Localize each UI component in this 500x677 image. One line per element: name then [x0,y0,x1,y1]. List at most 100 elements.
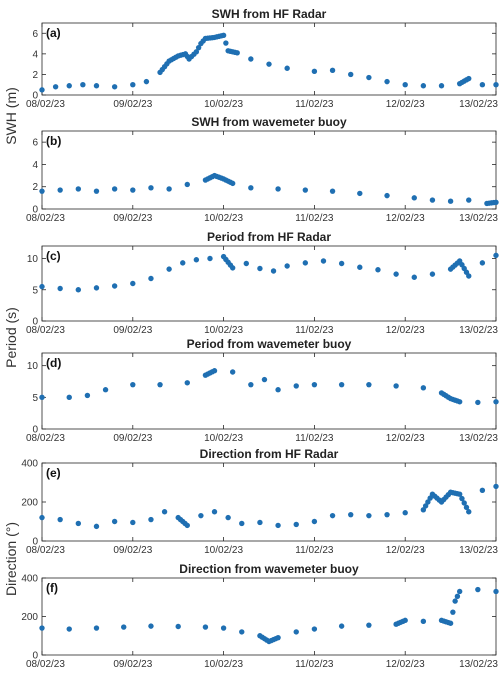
y-tick-label: 10 [27,361,39,372]
data-point [393,383,399,389]
panel-label: (d) [46,356,61,370]
y-tick-label: 0 [32,425,38,436]
data-point [320,258,327,264]
data-point [466,273,472,279]
data-point [463,504,470,511]
panel-label: (b) [46,134,61,148]
data-point [80,82,86,88]
data-point [456,491,463,497]
data-point [375,267,381,273]
data-point [66,394,72,401]
data-point [466,197,472,203]
x-tick-label: 12/02/23 [386,99,425,110]
data-point [52,84,59,90]
x-tick-label: 09/02/23 [113,325,152,336]
data-point [275,522,281,529]
data-point [420,83,427,89]
x-tick-label: 10/02/23 [204,99,243,110]
x-tick-label: 11/02/23 [295,325,334,336]
data-point [148,516,154,523]
data-point [39,514,45,521]
data-point [130,187,136,193]
y-tick-label: 4 [32,49,38,60]
x-tick-label: 09/02/23 [113,433,152,444]
data-point [75,186,82,192]
data-point [311,626,318,632]
data-point [161,509,168,515]
x-tick-label: 08/02/23 [26,545,65,556]
x-tick-label: 11/02/23 [295,99,334,110]
data-point [456,399,463,405]
data-point [239,520,245,527]
data-point [429,271,436,277]
data-point [357,190,363,197]
chart-title: Direction from HF Radar [200,447,339,461]
chart-panel-6: Direction from wavemeter buoy (f) 08/02/23… [21,562,499,670]
x-tick-label: 08/02/23 [26,433,65,444]
data-point [384,511,390,518]
data-point [284,65,290,71]
data-point [207,255,213,262]
x-tick-label: 08/02/23 [26,659,65,670]
y-tick-label: 0 [32,205,38,216]
data-points [39,368,499,406]
data-point [348,71,354,78]
data-points [39,32,499,93]
data-point [220,625,227,631]
plot-frame [41,352,497,430]
data-point [93,625,100,631]
data-point [166,266,172,272]
chart-panel-5: Direction from HF Radar (e) 08/02/23 09/02/… [21,447,499,556]
data-point [148,275,154,282]
data-point [248,381,254,388]
data-point [229,369,236,375]
data-point [111,84,118,90]
data-point [461,500,467,506]
x-tick-label: 10/02/23 [204,545,243,556]
data-point [225,514,231,521]
data-point [293,629,299,635]
y-tick-label: 0 [32,317,38,328]
x-tick-label: 13/02/23 [459,325,498,336]
panel-label: (c) [46,249,61,263]
data-point [148,185,154,191]
data-point [93,83,100,89]
data-point [39,188,45,194]
panel-label: (f) [46,581,58,595]
data-point [39,394,45,401]
data-point [223,40,229,46]
data-point [466,509,472,515]
data-point [366,74,372,81]
chart-panel-1: SWH from HF Radar (a) 08/02/23 09/02/23 10/0… [26,7,499,110]
x-tick-label: 13/02/23 [459,99,498,110]
data-point [243,260,249,267]
data-point [366,622,372,628]
data-point [427,495,433,501]
data-point [111,518,118,525]
data-point [493,483,499,490]
data-point [475,586,481,593]
data-points [39,483,499,530]
x-tick-label: 11/02/23 [295,659,334,670]
data-point [93,285,100,291]
data-point [447,620,454,626]
data-point [202,624,209,630]
data-point [402,82,408,88]
data-point [402,510,408,516]
y-axis-label: Direction (°) [3,522,19,596]
data-point [130,381,136,388]
data-point [102,387,109,393]
plot-frame [41,22,497,96]
chart-title: Direction from wavemeter buoy [179,562,359,576]
data-point [338,381,345,388]
data-point [420,507,427,513]
x-tick-label: 08/02/23 [26,99,65,110]
data-point [143,78,150,85]
x-tick-label: 09/02/23 [113,213,152,224]
data-point [175,623,181,630]
x-tick-label: 12/02/23 [386,325,425,336]
data-point [493,199,499,206]
data-point [75,520,82,527]
data-point [130,280,136,287]
y-tick-label: 2 [32,182,38,193]
